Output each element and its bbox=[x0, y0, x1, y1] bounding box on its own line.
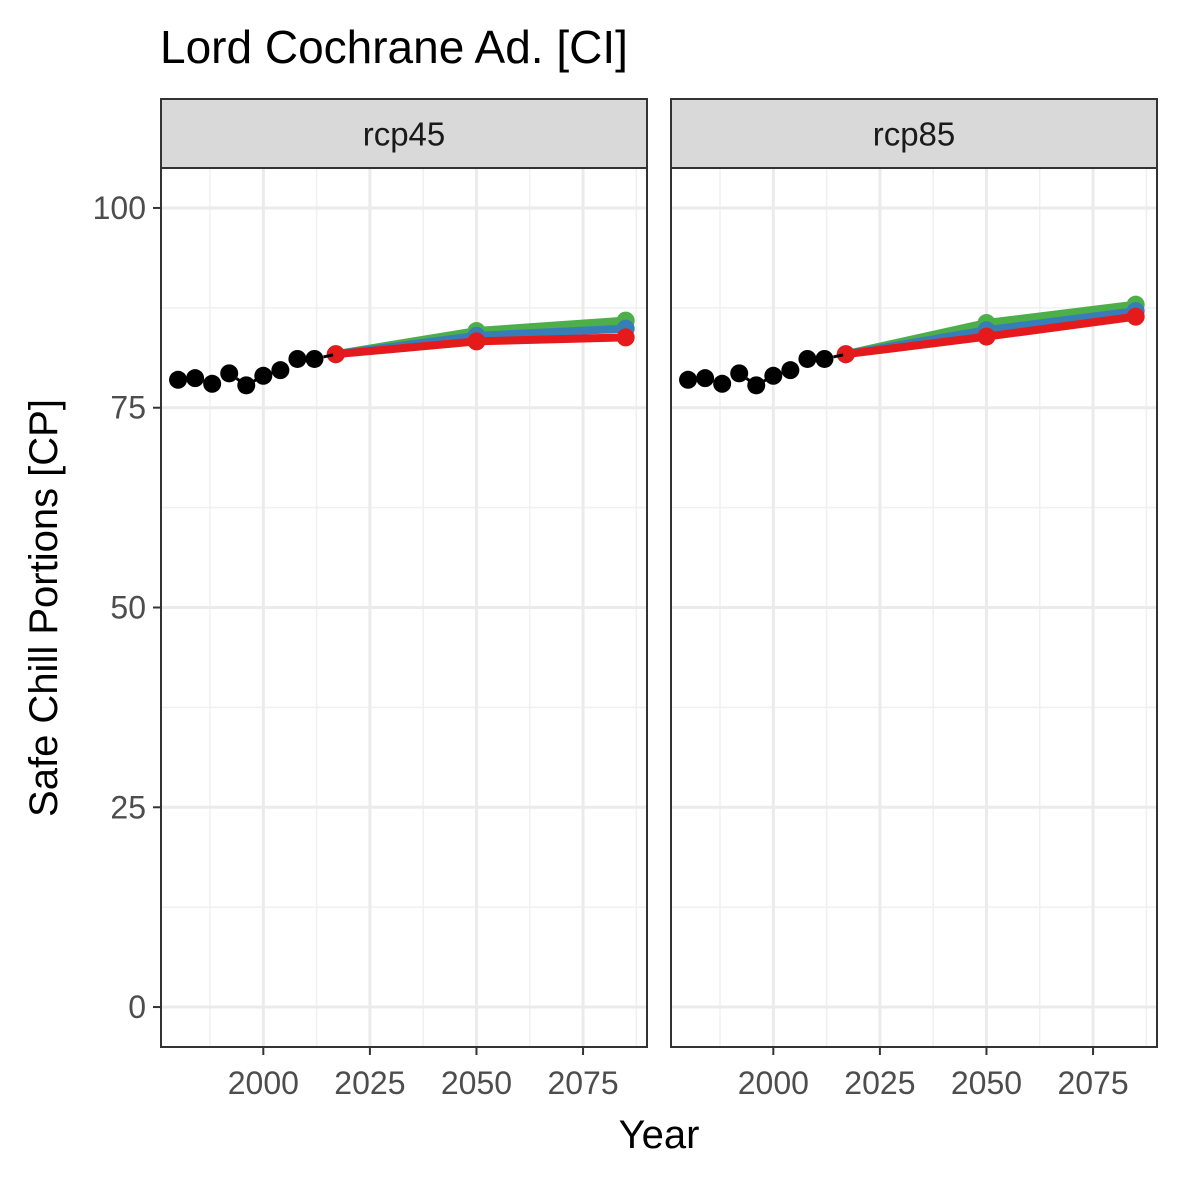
strip-label: rcp45 bbox=[363, 116, 446, 153]
y-tick-label: 0 bbox=[128, 989, 146, 1025]
historic-point bbox=[203, 374, 222, 393]
series-point-red bbox=[977, 327, 996, 346]
historic-point bbox=[220, 364, 239, 383]
historic-point bbox=[237, 376, 256, 395]
x-tick-label: 2025 bbox=[844, 1065, 915, 1101]
historic-point bbox=[288, 349, 307, 368]
historic-point bbox=[798, 349, 817, 368]
panel-border bbox=[670, 167, 1158, 1048]
x-tick-label: 2025 bbox=[334, 1065, 405, 1101]
series-point-red bbox=[836, 345, 855, 364]
historic-point bbox=[747, 376, 766, 395]
x-tick-label: 2050 bbox=[951, 1065, 1022, 1101]
historic-point bbox=[169, 370, 188, 389]
facet-panel-rcp45: rcp45 2000 2025 2050 2075 0 25 50 75 100 bbox=[93, 98, 648, 1101]
chart-title: Lord Cochrane Ad. [CI] bbox=[160, 21, 628, 73]
series-point-red bbox=[326, 345, 345, 364]
historic-line bbox=[687, 352, 847, 388]
series-point-red bbox=[1126, 307, 1145, 326]
strip-background bbox=[160, 98, 648, 169]
historic-point bbox=[730, 364, 749, 383]
strip-background bbox=[670, 98, 1158, 169]
x-tick-label: 2075 bbox=[547, 1065, 618, 1101]
historic-point bbox=[713, 374, 732, 393]
historic-point bbox=[696, 369, 715, 388]
y-axis-title: Safe Chill Portions [CP] bbox=[22, 399, 66, 817]
series-point-red bbox=[467, 332, 486, 351]
x-tick-label: 2075 bbox=[1057, 1065, 1128, 1101]
facet-panels: rcp45 2000 2025 2050 2075 0 25 50 75 100 rcp85 2000… bbox=[93, 98, 1158, 1101]
x-tick-label: 2000 bbox=[228, 1065, 299, 1101]
historic-line bbox=[177, 352, 337, 388]
historic-point bbox=[764, 366, 783, 385]
historic-point bbox=[815, 349, 834, 368]
x-tick-label: 2000 bbox=[738, 1065, 809, 1101]
y-tick-label: 100 bbox=[93, 190, 146, 226]
x-tick-label: 2050 bbox=[441, 1065, 512, 1101]
y-tick-label: 25 bbox=[110, 789, 146, 825]
historic-point bbox=[254, 366, 273, 385]
historic-point bbox=[186, 369, 205, 388]
historic-point bbox=[679, 370, 698, 389]
strip-label: rcp85 bbox=[873, 116, 956, 153]
historic-point bbox=[305, 349, 324, 368]
y-tick-label: 75 bbox=[110, 390, 146, 426]
historic-point bbox=[781, 361, 800, 380]
x-axis-title: Year bbox=[619, 1113, 700, 1157]
historic-point bbox=[271, 361, 290, 380]
facet-panel-rcp85: rcp85 2000 2025 2050 2075 bbox=[670, 98, 1158, 1101]
series-point-red bbox=[616, 328, 635, 347]
y-tick-label: 50 bbox=[110, 590, 146, 626]
